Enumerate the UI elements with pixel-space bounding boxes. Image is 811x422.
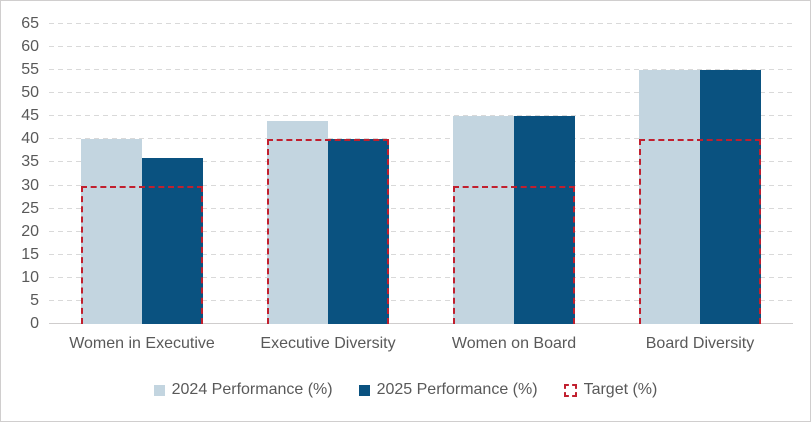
bar-2024-performance[interactable] [639, 70, 700, 324]
y-tick-label: 50 [21, 84, 39, 102]
gridline [49, 184, 793, 186]
bar-group [267, 24, 389, 324]
gridline [49, 253, 793, 255]
bar-group [81, 24, 203, 324]
category-label-women-on-board: Women on Board [451, 335, 577, 352]
category-label-women-in-executive: Women in Executive [69, 335, 215, 352]
bar-2024-performance[interactable] [453, 116, 514, 324]
y-tick-label: 15 [21, 245, 39, 263]
target-outline[interactable] [639, 139, 761, 324]
legend-label-2024: 2024 Performance (%) [171, 381, 333, 398]
y-tick-label: 40 [21, 130, 39, 148]
gridline [49, 115, 793, 117]
y-tick-label: 0 [30, 315, 39, 332]
category-label-board-diversity: Board Diversity [645, 335, 755, 352]
category-label-executive-diversity: Executive Diversity [260, 335, 396, 352]
gridline [49, 276, 793, 278]
bar-group [453, 24, 575, 324]
y-tick-label: 65 [21, 15, 39, 32]
bar-group [639, 24, 761, 324]
bar-2024-performance[interactable] [81, 139, 142, 324]
y-tick-label: 55 [21, 61, 39, 79]
bar-2025-performance[interactable] [328, 139, 389, 324]
y-tick-label: 5 [30, 291, 39, 309]
gridline [49, 46, 793, 48]
y-axis: 0 5 10 15 20 25 30 35 40 45 50 55 60 65 [1, 15, 39, 332]
y-tick-label: 25 [21, 199, 39, 217]
y-tick-label: 60 [21, 38, 39, 56]
gridline [49, 230, 793, 232]
legend-swatch-2025-icon [358, 384, 370, 396]
target-outline[interactable] [453, 185, 575, 324]
legend-swatch-2024-icon [153, 384, 165, 396]
gridline [49, 138, 793, 140]
bar-2024-performance[interactable] [267, 120, 328, 324]
target-outline[interactable] [81, 185, 203, 324]
target-outline[interactable] [267, 139, 389, 324]
x-axis: Women in Executive Executive Diversity W… [49, 335, 793, 353]
legend-item-2024-performance[interactable]: 2024 Performance (%) [153, 381, 333, 399]
legend: 2024 Performance (%) 2025 Performance (%… [1, 381, 810, 399]
y-tick-label: 20 [21, 222, 39, 240]
y-tick-label: 30 [21, 176, 39, 194]
legend-item-target[interactable]: Target (%) [563, 381, 658, 399]
legend-label-2025: 2025 Performance (%) [376, 381, 538, 398]
y-tick-label: 35 [21, 153, 39, 171]
y-tick-label: 45 [21, 107, 39, 125]
legend-swatch-target-icon [563, 383, 577, 397]
legend-label-target: Target (%) [583, 381, 658, 398]
x-axis-line [49, 323, 793, 324]
gridline [49, 207, 793, 209]
gridline [49, 92, 793, 94]
gridline [49, 161, 793, 163]
gridline [49, 299, 793, 301]
gridline [49, 69, 793, 71]
y-tick-label: 10 [21, 268, 39, 286]
bar-2025-performance[interactable] [700, 70, 761, 324]
bar-2025-performance[interactable] [514, 116, 575, 324]
plot-area [49, 23, 793, 324]
legend-item-2025-performance[interactable]: 2025 Performance (%) [358, 381, 538, 399]
gridline [49, 23, 793, 24]
